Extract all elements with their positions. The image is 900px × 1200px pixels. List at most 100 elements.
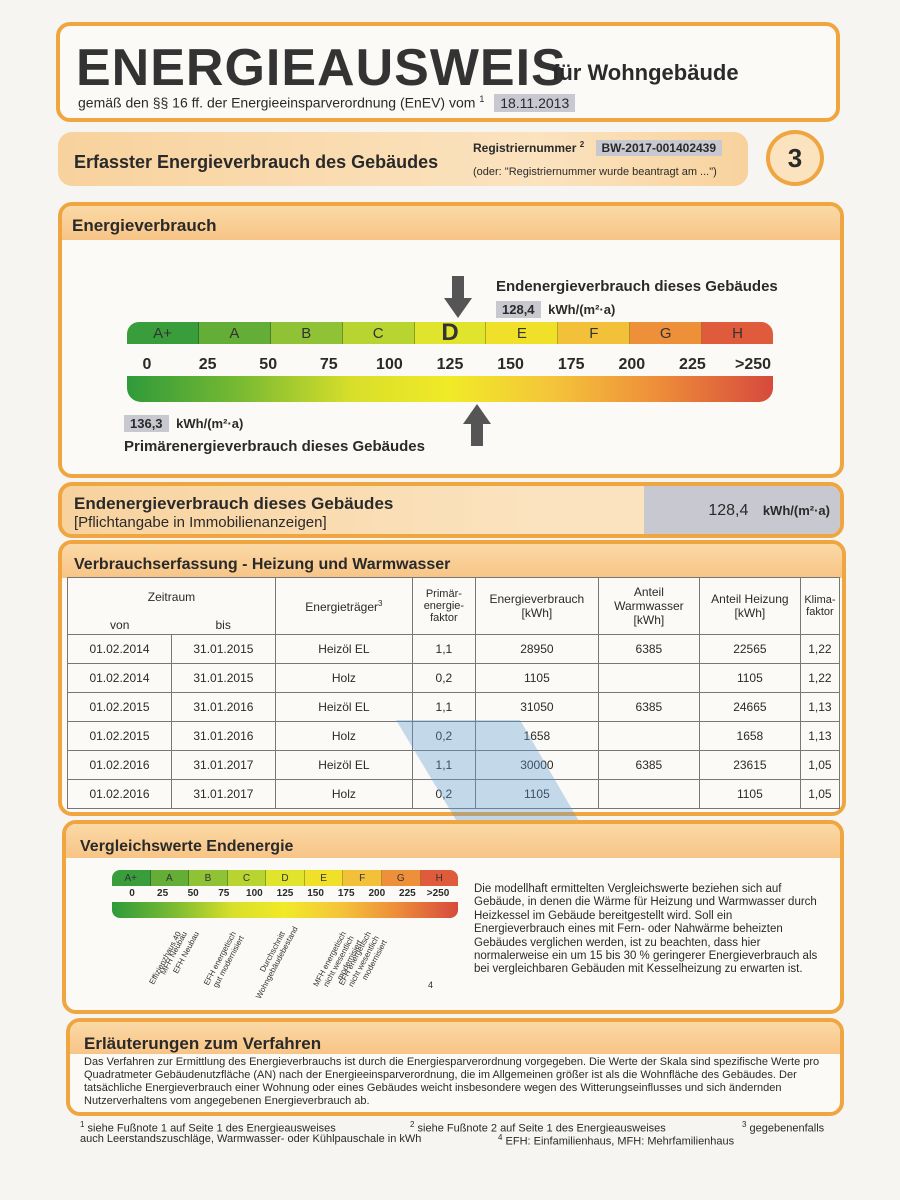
class-h: H: [420, 870, 458, 886]
end-value-line: 128,4 kWh/(m²·a): [496, 301, 616, 318]
col-warmwasser: Anteil Warmwasser [kWh]: [597, 577, 700, 635]
page-number: 3: [787, 142, 803, 173]
pflicht-title: Endenergieverbrauch dieses Gebäudes: [74, 494, 394, 513]
class-f: F: [558, 322, 631, 344]
table-cell: 6385: [597, 692, 700, 722]
footnote-4-text: EFH: Einfamilienhaus, MFH: Mehrfamilienh…: [505, 1135, 735, 1148]
tick-label: 175: [337, 888, 355, 899]
footnote-1: 1 siehe Fußnote 1 auf Seite 1 des Energi…: [80, 1120, 336, 1135]
table-cell: 1,1: [411, 750, 476, 780]
erlaeuterung-box: Erläuterungen zum Verfahren Das Verfahre…: [66, 1018, 844, 1116]
class-h: H: [702, 322, 773, 344]
table-cell: Holz: [274, 779, 413, 809]
table-cell: 1,05: [799, 750, 841, 780]
col-von: von: [110, 618, 130, 632]
table-cell: 0,2: [411, 721, 476, 751]
efficiency-gradient: [127, 376, 773, 402]
registration-number: BW-2017-001402439: [595, 140, 723, 156]
class-aplus: A+: [127, 322, 199, 344]
table-cell: 1,05: [799, 779, 841, 809]
table-cell: 6385: [597, 750, 700, 780]
footnote-2: 2 siehe Fußnote 2 auf Seite 1 des Energi…: [410, 1120, 666, 1135]
tick-label: 100: [246, 888, 263, 899]
table-row: 01.02.2016 31.01.2017 Heizöl EL 1,1 30000 638…: [67, 750, 841, 780]
class-e: E: [486, 322, 559, 344]
table-row: 01.02.2015 31.01.2016 Holz 0,2 1658 1658 1,13: [67, 721, 841, 751]
footnote-3-text: gegebenenfalls: [749, 1122, 825, 1135]
table-cell: 30000: [474, 750, 599, 780]
tick-label: 200: [618, 356, 646, 373]
footnote-3: 3 gegebenenfalls: [742, 1120, 824, 1135]
registration-line: Registriernummer 2 BW-2017-001402439: [473, 140, 723, 156]
class-a: A: [150, 870, 190, 886]
table-cell: Holz: [274, 721, 413, 751]
table-cell: 31.01.2015: [170, 634, 276, 664]
col-klimafaktor: Klima- faktor: [799, 577, 841, 635]
class-a: A: [198, 322, 271, 344]
footnote-1b: auch Leerstandszuschläge, Warmwasser- od…: [80, 1133, 422, 1145]
table-cell: 1105: [474, 663, 599, 693]
table-row: 01.02.2016 31.01.2017 Holz 0,2 1105 1105 1,05: [67, 779, 841, 809]
end-unit: kWh/(m²·a): [548, 302, 616, 317]
table-cell: 22565: [698, 634, 801, 664]
tick-label: 125: [276, 888, 294, 899]
tick-label: 150: [307, 888, 324, 899]
footnote-2-text: siehe Fußnote 2 auf Seite 1 des Energiea…: [417, 1122, 666, 1135]
table-cell: 01.02.2015: [67, 721, 172, 751]
class-f: F: [343, 870, 382, 886]
vergleich-text: Die modellhaft ermittelten Vergleichswer…: [474, 883, 818, 976]
subtitle-line: gemäß den §§ 16 ff. der Energieeinsparve…: [78, 93, 576, 112]
col-energietraeger-label: Energieträger: [305, 599, 378, 614]
document-title-suffix: für Wohngebäude: [552, 60, 739, 85]
page-number-badge: 3: [766, 130, 824, 186]
header-box: ENERGIEAUSWEIS für Wohngebäude gemäß den…: [56, 22, 840, 122]
table-cell: [597, 663, 700, 693]
class-c: C: [342, 322, 415, 344]
table-row: 01.02.2014 31.01.2015 Heizöl EL 1,1 28950 638…: [67, 634, 841, 664]
col-zeitraum-label: Zeitraum: [147, 590, 196, 604]
tick-label: 25: [157, 888, 169, 899]
table-cell: 31.01.2017: [170, 779, 276, 809]
tick-label: 50: [187, 888, 199, 899]
primary-label: Primärenergieverbrauch dieses Gebäudes: [124, 438, 425, 455]
registration-note: (oder: "Registriernummer wurde beantragt…: [473, 166, 717, 178]
erlaeuterung-title: Erläuterungen zum Verfahren: [84, 1034, 322, 1053]
table-cell: 0,2: [411, 779, 476, 809]
pflicht-unit: kWh/(m²·a): [762, 503, 830, 518]
table-cell: 28950: [474, 634, 599, 664]
end-value: 128,4: [496, 301, 541, 318]
tick-label: 225: [399, 888, 416, 899]
footnote-4: 4 EFH: Einfamilienhaus, MFH: Mehrfamilie…: [498, 1133, 734, 1148]
table-cell: 1105: [474, 779, 599, 809]
col-bis: bis: [215, 618, 231, 632]
table-cell: 01.02.2014: [67, 663, 172, 693]
registration-footnote-mark: 2: [579, 140, 585, 149]
tick-label: 125: [436, 356, 464, 373]
primary-value: 136,3: [124, 415, 169, 432]
pflicht-value: 128,4: [708, 502, 749, 519]
subtitle-text: gemäß den §§ 16 ff. der Energieeinsparve…: [78, 94, 476, 111]
subtitle-footnote-mark: 1: [479, 94, 485, 104]
end-arrow-down-icon: [444, 276, 473, 318]
table-row: 01.02.2014 31.01.2015 Holz 0,2 1105 1105 1,22: [67, 663, 841, 693]
tick-label: 150: [497, 356, 524, 373]
table-cell: 1105: [698, 779, 801, 809]
scale-ticks: 0 25 50 75 100 125 150 175 200 225 >250: [127, 356, 773, 376]
class-b: B: [189, 870, 228, 886]
table-cell: 31.01.2017: [170, 750, 276, 780]
class-d: D: [414, 322, 487, 344]
col-heizung: Anteil Heizung [kWh]: [698, 577, 801, 635]
footnote-4-mark: 4: [498, 1133, 503, 1142]
pflicht-subtitle: [Pflichtangabe in Immobilienanzeigen]: [74, 514, 327, 531]
energieverbrauch-title: Energieverbrauch: [72, 216, 217, 235]
tick-label: 200: [368, 888, 386, 899]
col-zeitraum: Zeitraum von bis: [67, 577, 276, 635]
registration-label: Registriernummer: [473, 141, 577, 155]
table-cell: 1,13: [799, 692, 841, 722]
footnote-2-mark: 2: [410, 1120, 415, 1129]
tick-label: 0: [129, 888, 135, 899]
col-energietraeger: Energieträger3: [274, 577, 413, 635]
vergleich-title: Vergleichswerte Endenergie: [80, 838, 294, 855]
vergleich-ticks: 0 25 50 75 100 125 150 175 200 225 >250: [112, 888, 458, 902]
primary-unit: kWh/(m²·a): [176, 416, 244, 431]
